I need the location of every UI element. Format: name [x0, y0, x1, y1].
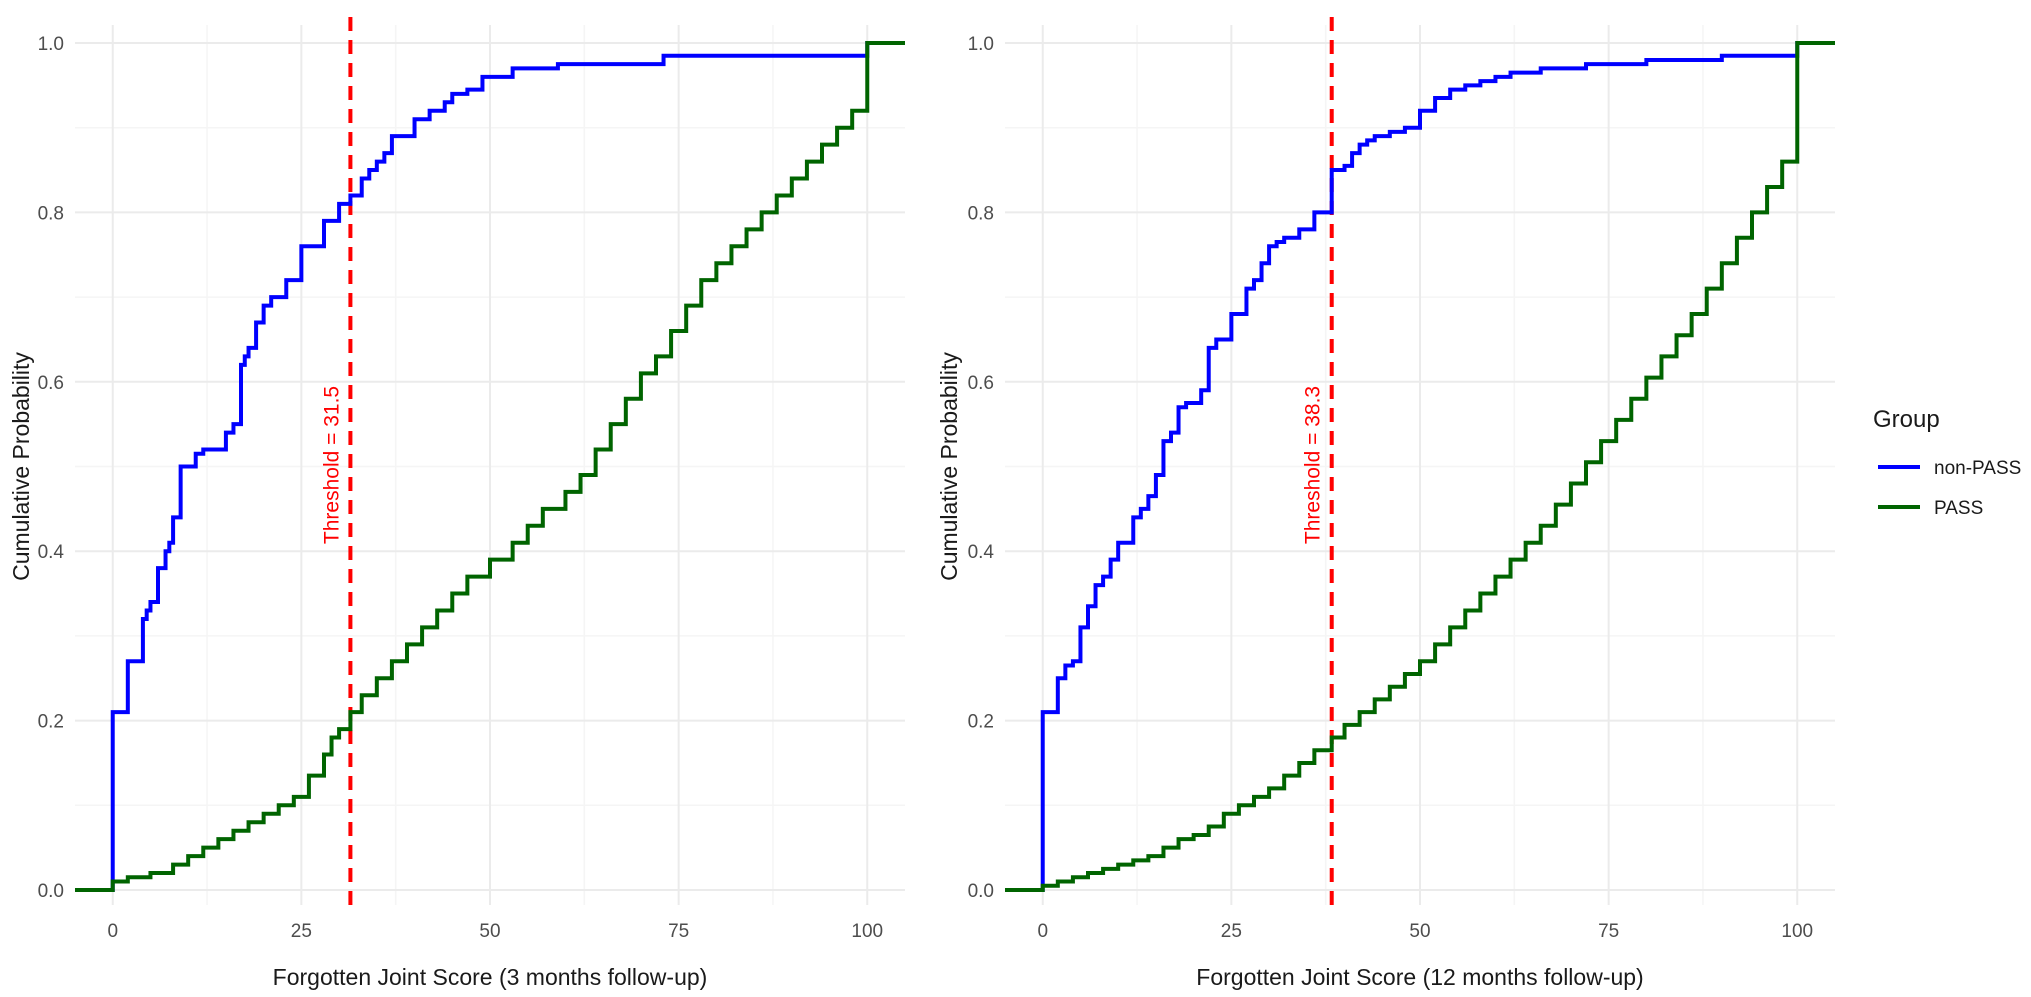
- chart-panel-3-months: 0.0 0.2 0.4 0.6 0.8 1.0 0 25 50 75 100 Threshold …: [8, 17, 905, 990]
- x-tick-label: 50: [479, 921, 500, 942]
- legend-title: Group: [1873, 406, 1940, 433]
- series-line-non-pass: [75, 41, 905, 892]
- series-line-non-pass: [1005, 41, 1835, 892]
- x-axis-title: Forgotten Joint Score (3 months follow-u…: [273, 964, 708, 990]
- threshold-label: Threshold = 31.5: [320, 386, 343, 544]
- y-tick-label: 1.0: [38, 34, 64, 55]
- grid: [1005, 25, 1835, 905]
- y-tick-label: 0.2: [38, 712, 64, 733]
- legend-label-non-pass: non-PASS: [1934, 458, 2021, 479]
- grid: [75, 25, 905, 905]
- x-tick-label: 25: [291, 921, 312, 942]
- series-lines: [1005, 41, 1835, 892]
- y-tick-label: 0.4: [968, 542, 995, 563]
- y-tick-label: 0.0: [968, 881, 994, 902]
- y-axis-title: Cumulative Probability: [936, 352, 962, 581]
- threshold-label: Threshold = 38.3: [1302, 386, 1325, 544]
- y-tick-label: 0.8: [38, 203, 64, 224]
- y-tick-label: 0.2: [968, 712, 994, 733]
- legend: Group non-PASS PASS: [1873, 406, 2021, 519]
- y-tick-label: 0.8: [968, 203, 994, 224]
- series-line-pass: [1005, 41, 1835, 892]
- x-tick-label: 75: [668, 921, 689, 942]
- x-tick-label: 50: [1409, 921, 1430, 942]
- x-axis-title: Forgotten Joint Score (12 months follow-…: [1196, 964, 1643, 990]
- chart-panel-12-months: 0.0 0.2 0.4 0.6 0.8 1.0 0 25 50 75 100 Threshold …: [936, 17, 1835, 990]
- x-tick-label: 100: [1781, 921, 1813, 942]
- y-tick-label: 0.0: [38, 881, 64, 902]
- x-tick-label: 0: [107, 921, 118, 942]
- y-tick-label: 0.6: [38, 373, 64, 394]
- x-tick-label: 25: [1221, 921, 1242, 942]
- y-tick-label: 1.0: [968, 34, 994, 55]
- x-tick-labels: 0 25 50 75 100: [107, 921, 883, 942]
- x-tick-label: 0: [1037, 921, 1048, 942]
- y-axis-title: Cumulative Probability: [8, 352, 34, 581]
- y-tick-labels: 0.0 0.2 0.4 0.6 0.8 1.0: [968, 34, 995, 902]
- legend-label-pass: PASS: [1934, 498, 1983, 519]
- series-line-pass: [75, 41, 905, 892]
- y-tick-labels: 0.0 0.2 0.4 0.6 0.8 1.0: [38, 34, 65, 902]
- y-tick-label: 0.4: [38, 542, 65, 563]
- x-tick-label: 75: [1598, 921, 1619, 942]
- series-lines: [75, 41, 905, 892]
- x-tick-labels: 0 25 50 75 100: [1037, 921, 1813, 942]
- y-tick-label: 0.6: [968, 373, 994, 394]
- x-tick-label: 100: [851, 921, 883, 942]
